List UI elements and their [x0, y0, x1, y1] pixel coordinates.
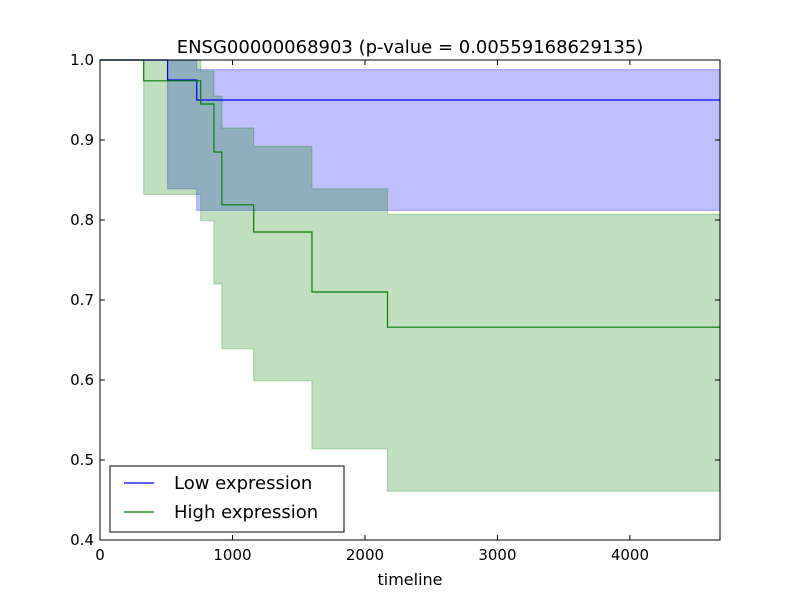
legend-box	[109, 465, 345, 533]
legend-label-high: High expression	[174, 502, 318, 523]
x-axis-label: timeline	[377, 570, 442, 589]
y-tick-label: 1.0	[70, 51, 94, 69]
y-tick-label: 0.7	[70, 291, 94, 309]
x-axis: 0 1000 2000 3000 4000	[95, 60, 649, 564]
y-tick-label: 0.9	[70, 131, 94, 149]
survival-line-high	[100, 59, 720, 328]
x-tick-label: 0	[95, 546, 105, 564]
y-tick-label: 0.4	[70, 531, 94, 549]
chart-title: ENSG00000068903 (p-value = 0.00559168629…	[177, 37, 644, 58]
y-tick-label: 0.8	[70, 211, 94, 229]
y-axis: 0.4 0.5 0.6 0.7 0.8 0.9 1.0	[70, 51, 720, 549]
y-tick-label: 0.5	[70, 451, 94, 469]
x-tick-label: 2000	[346, 546, 384, 564]
x-tick-label: 3000	[478, 546, 516, 564]
legend: Low expression High expression	[109, 465, 345, 533]
legend-label-low: Low expression	[174, 473, 312, 494]
x-tick-label: 1000	[213, 546, 251, 564]
x-tick-label: 4000	[611, 546, 649, 564]
y-tick-label: 0.6	[70, 371, 94, 389]
